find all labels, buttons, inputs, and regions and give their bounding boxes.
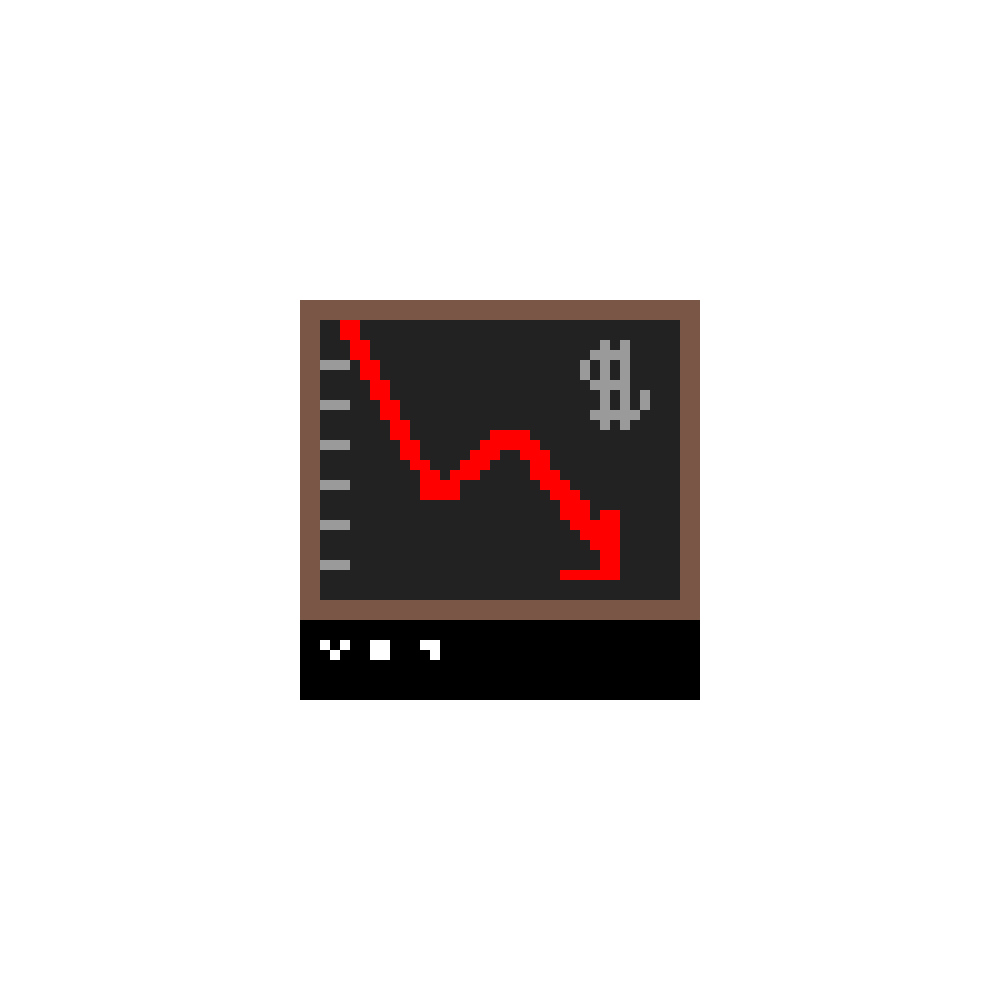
- trend-pixel: [450, 470, 480, 480]
- trend-pixel: [580, 530, 610, 540]
- trend-pixel: [560, 570, 620, 580]
- trend-pixel: [350, 340, 370, 350]
- dollar-pixel: [600, 420, 610, 430]
- trend-pixel: [560, 500, 590, 510]
- axis-tick: [320, 400, 350, 410]
- caption-glyph-pixel: [330, 650, 340, 660]
- caption-bar: [300, 620, 700, 700]
- dollar-pixel: [620, 340, 630, 350]
- trend-pixel: [600, 510, 620, 570]
- caption-glyph-pixel: [370, 640, 390, 660]
- trend-pixel: [560, 510, 590, 520]
- trend-pixel: [340, 330, 360, 340]
- axis-tick: [320, 480, 350, 490]
- dollar-pixel: [640, 400, 650, 410]
- trend-pixel: [490, 430, 530, 440]
- axis-tick: [320, 560, 350, 570]
- dollar-pixel: [590, 350, 630, 360]
- trend-pixel: [390, 430, 410, 440]
- trend-pixel: [400, 450, 420, 460]
- dollar-pixel: [600, 400, 610, 410]
- trend-pixel: [480, 440, 510, 450]
- dollar-sign-icon: [580, 340, 650, 430]
- trend-pixel: [340, 320, 360, 330]
- trend-pixel: [540, 480, 570, 490]
- axis-tick: [320, 360, 350, 370]
- dollar-pixel: [600, 370, 610, 380]
- caption-glyph-pixel: [320, 640, 330, 650]
- dollar-pixel: [580, 370, 590, 380]
- dollar-pixel: [620, 420, 630, 430]
- trend-pixel: [370, 380, 390, 390]
- trend-pixel: [550, 490, 580, 500]
- axis-tick: [320, 440, 350, 450]
- trend-pixel: [530, 460, 550, 470]
- trend-pixel: [570, 520, 600, 530]
- axis-ticks: [320, 360, 350, 570]
- falling-dollar-chart-icon: [300, 300, 700, 700]
- falling-trend-arrow-icon: [340, 320, 620, 580]
- dollar-pixel: [640, 390, 650, 400]
- dollar-pixel: [590, 380, 630, 390]
- trend-pixel: [380, 410, 400, 420]
- caption-glyph-pixel: [420, 640, 440, 650]
- trend-pixel: [410, 460, 430, 470]
- caption-glyph-pixel: [340, 640, 350, 650]
- trend-pixel: [420, 480, 460, 490]
- dollar-pixel: [620, 360, 630, 370]
- caption-glyph-pixel: [430, 650, 440, 660]
- pixel-art-svg: [300, 300, 700, 700]
- dollar-pixel: [600, 340, 610, 350]
- trend-pixel: [460, 460, 490, 470]
- trend-pixel: [420, 470, 440, 480]
- dollar-pixel: [600, 360, 610, 370]
- trend-pixel: [420, 490, 460, 500]
- trend-pixel: [510, 440, 540, 450]
- trend-pixel: [380, 400, 400, 410]
- trend-pixel: [520, 450, 550, 460]
- trend-pixel: [370, 390, 390, 400]
- dollar-pixel: [620, 370, 630, 380]
- dollar-pixel: [620, 390, 630, 400]
- trend-pixel: [360, 360, 380, 370]
- trend-pixel: [530, 470, 560, 480]
- trend-pixel: [360, 370, 380, 380]
- dollar-pixel: [620, 400, 630, 410]
- trend-pixel: [400, 440, 420, 450]
- dollar-pixel: [590, 410, 640, 420]
- trend-pixel: [350, 350, 370, 360]
- dollar-pixel: [600, 390, 610, 400]
- dollar-pixel: [580, 360, 590, 370]
- trend-pixel: [470, 450, 500, 460]
- axis-tick: [320, 520, 350, 530]
- caption-glyphs: [320, 640, 440, 660]
- trend-pixel: [390, 420, 410, 430]
